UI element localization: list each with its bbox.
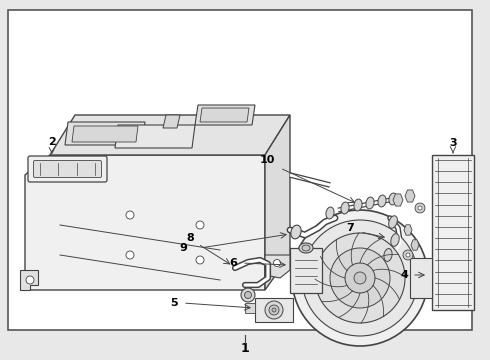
Polygon shape — [265, 115, 290, 290]
Text: 9: 9 — [179, 243, 187, 253]
Polygon shape — [405, 190, 415, 202]
Bar — [255, 298, 293, 322]
Polygon shape — [393, 194, 403, 206]
Polygon shape — [265, 255, 290, 278]
Ellipse shape — [341, 202, 349, 214]
Circle shape — [406, 253, 410, 257]
Circle shape — [245, 292, 251, 298]
Circle shape — [269, 305, 279, 315]
Circle shape — [354, 272, 366, 284]
Text: 8: 8 — [186, 233, 194, 243]
Circle shape — [265, 301, 283, 319]
Circle shape — [292, 210, 428, 346]
Text: 1: 1 — [241, 342, 249, 355]
Polygon shape — [163, 115, 180, 128]
Circle shape — [403, 250, 413, 260]
Circle shape — [126, 211, 134, 219]
Circle shape — [330, 248, 390, 308]
Ellipse shape — [378, 195, 386, 207]
Ellipse shape — [354, 199, 362, 211]
Ellipse shape — [299, 243, 313, 253]
Polygon shape — [115, 125, 195, 148]
Ellipse shape — [366, 197, 374, 209]
Circle shape — [126, 251, 134, 259]
Bar — [8, 10, 472, 330]
Ellipse shape — [384, 248, 392, 261]
Text: 6: 6 — [229, 258, 237, 268]
Ellipse shape — [391, 234, 399, 246]
Polygon shape — [20, 270, 38, 290]
Polygon shape — [65, 122, 145, 145]
Ellipse shape — [389, 216, 397, 228]
Ellipse shape — [326, 207, 334, 219]
Circle shape — [196, 221, 204, 229]
Polygon shape — [50, 115, 290, 155]
Polygon shape — [200, 108, 249, 122]
Polygon shape — [25, 155, 265, 290]
Text: 4: 4 — [400, 270, 408, 280]
Circle shape — [241, 288, 255, 302]
FancyBboxPatch shape — [28, 156, 107, 182]
Bar — [410, 258, 432, 298]
Circle shape — [302, 220, 418, 336]
Circle shape — [273, 260, 280, 266]
Text: 7: 7 — [346, 223, 354, 233]
Bar — [432, 155, 474, 310]
Ellipse shape — [302, 245, 310, 251]
Polygon shape — [72, 126, 138, 142]
Bar — [245, 303, 255, 313]
Polygon shape — [404, 225, 412, 235]
Polygon shape — [195, 105, 255, 125]
Circle shape — [418, 206, 422, 210]
Bar — [290, 248, 322, 293]
Circle shape — [345, 263, 375, 293]
Text: 10: 10 — [259, 155, 275, 165]
Ellipse shape — [389, 193, 397, 205]
Circle shape — [415, 203, 425, 213]
Circle shape — [26, 276, 34, 284]
Circle shape — [196, 256, 204, 264]
Ellipse shape — [291, 225, 301, 239]
Circle shape — [272, 308, 276, 312]
Circle shape — [315, 233, 405, 323]
FancyBboxPatch shape — [33, 161, 101, 177]
Text: 2: 2 — [48, 137, 56, 147]
Text: 3: 3 — [449, 138, 457, 148]
Text: 5: 5 — [170, 298, 178, 308]
Polygon shape — [411, 240, 419, 250]
